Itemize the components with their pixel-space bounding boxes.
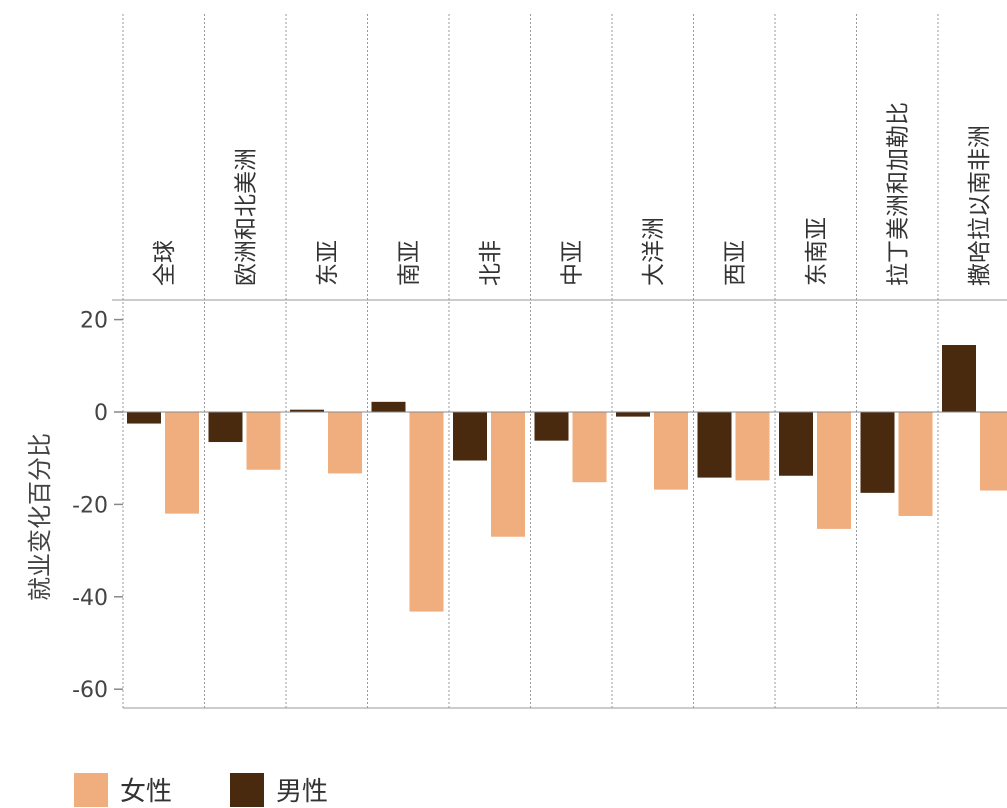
category-label: 拉丁美洲和加勒比	[885, 102, 911, 286]
bar-female	[246, 412, 281, 470]
bar-male	[616, 412, 650, 417]
category-label: 全球	[152, 240, 178, 286]
legend-item-male: 男性	[230, 771, 328, 808]
bar-male	[290, 409, 324, 412]
bar-male	[371, 401, 406, 412]
category-label: 大洋洲	[641, 217, 667, 286]
y-tick-label: -20	[72, 493, 108, 518]
legend-swatch-female	[74, 772, 108, 807]
bar-male	[208, 412, 243, 443]
bar-female	[817, 412, 851, 529]
legend-label-male: 男性	[276, 777, 329, 807]
y-tick-label: 0	[94, 401, 108, 426]
category-label: 南亚	[396, 240, 422, 286]
bar-female	[409, 412, 444, 612]
category-label: 东南亚	[804, 217, 830, 286]
y-tick-label: -40	[72, 586, 108, 611]
bar-female	[980, 412, 1007, 491]
bar-male	[453, 412, 487, 461]
bar-male	[127, 412, 161, 424]
bar-female	[735, 412, 770, 481]
legend: 女性 男性	[74, 771, 386, 808]
category-label: 撒哈拉以南非洲	[967, 125, 993, 286]
legend-label-female: 女性	[120, 777, 173, 807]
bar-male	[697, 412, 732, 478]
legend-swatch-male	[230, 772, 265, 807]
category-label: 西亚	[722, 240, 748, 286]
bar-female	[165, 412, 199, 514]
bar-female	[572, 412, 607, 483]
bar-female	[898, 412, 933, 516]
bar-male	[779, 412, 813, 476]
bar-male	[942, 345, 976, 412]
bar-male	[534, 412, 569, 441]
category-label: 东亚	[315, 240, 341, 286]
y-tick-label: 20	[80, 309, 108, 334]
category-label: 中亚	[559, 240, 585, 286]
legend-item-female: 女性	[74, 771, 172, 808]
bar-female	[491, 412, 525, 537]
bar-male	[860, 412, 895, 493]
category-label: 欧洲和北美洲	[233, 148, 259, 286]
y-axis-label: 就业变化百分比	[26, 433, 54, 601]
bar-female	[654, 412, 688, 490]
bar-female	[328, 412, 362, 474]
category-label: 北非	[478, 240, 504, 286]
y-tick-label: -60	[72, 678, 108, 703]
